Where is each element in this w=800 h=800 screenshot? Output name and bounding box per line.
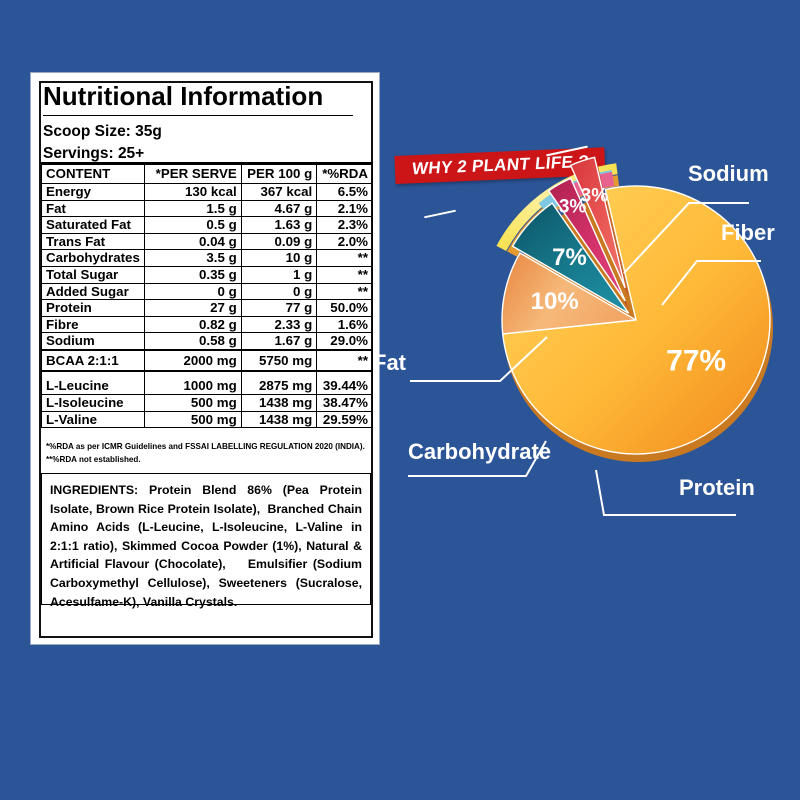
svg-text:10%: 10% <box>531 288 579 315</box>
svg-text:Protein: Protein <box>679 475 755 500</box>
svg-text:3%: 3% <box>581 185 609 206</box>
svg-text:Sodium: Sodium <box>688 161 769 186</box>
svg-text:Fiber: Fiber <box>721 220 775 245</box>
svg-text:7%: 7% <box>552 244 587 271</box>
svg-text:Carbohydrate: Carbohydrate <box>408 439 551 464</box>
svg-text:Fat: Fat <box>373 350 407 375</box>
svg-text:77%: 77% <box>666 345 726 378</box>
